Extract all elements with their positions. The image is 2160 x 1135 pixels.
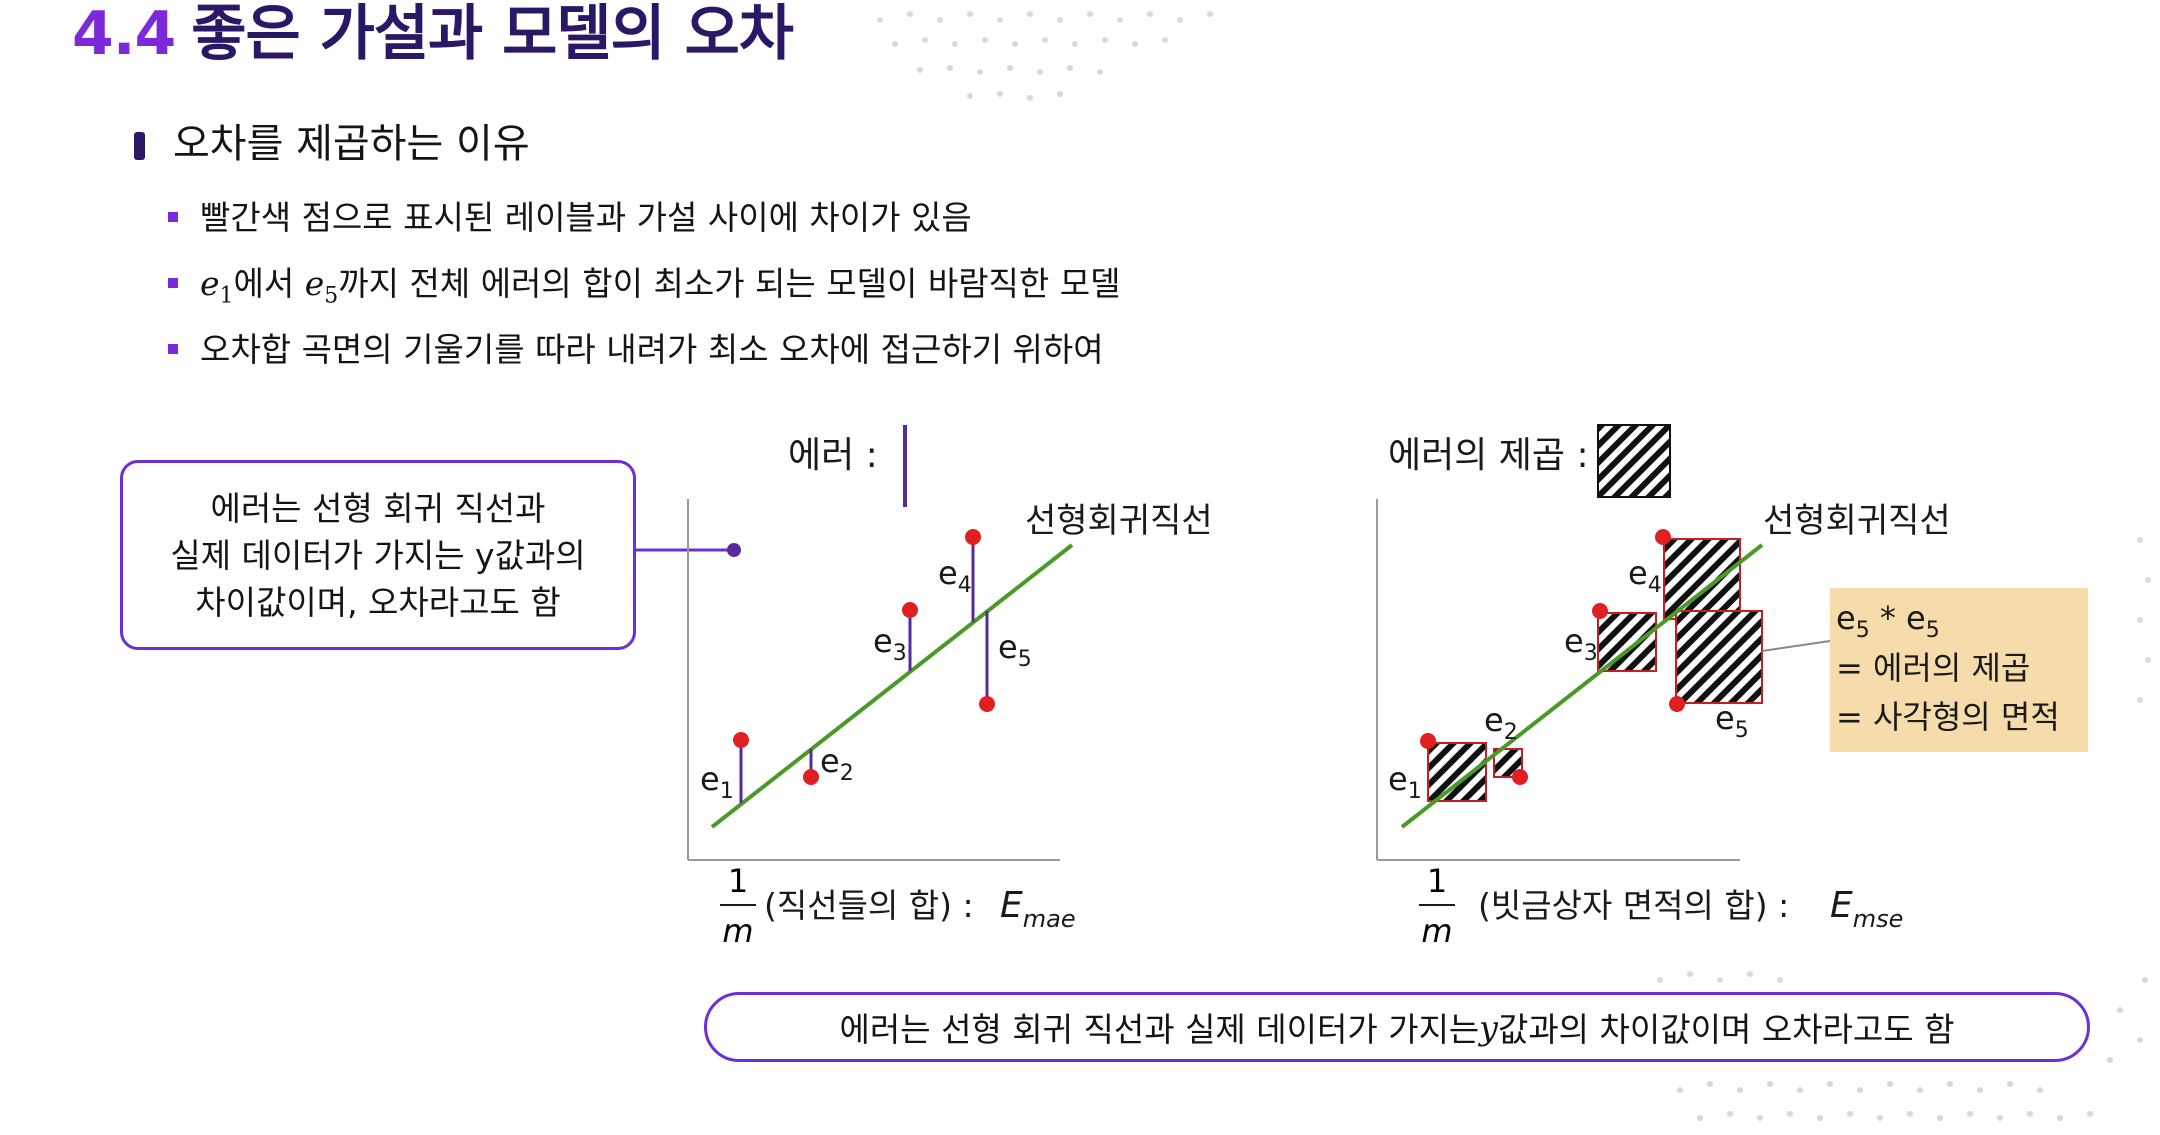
right-label-e4: e4	[1628, 554, 1662, 598]
right-square-e4	[1663, 538, 1741, 620]
math-e1: e1	[200, 264, 234, 309]
error-definition-callout: 에러는 선형 회귀 직선과 실제 데이터가 가지는 y값과의 차이값이며, 오차…	[120, 460, 636, 650]
right-formula: 1 m (빗금상자 면적의 합) : Emse	[1419, 862, 1903, 950]
note-line-1: e5 * e5	[1836, 599, 1940, 643]
right-point-e1	[1420, 733, 1436, 749]
bullet-text-1: 빨간색 점으로 표시된 레이블과 가설 사이에 차이가 있음	[200, 198, 972, 237]
right-legend-label: 에러의 제곱 :	[1388, 435, 1589, 476]
left-point-e5	[979, 696, 995, 712]
bullet-square-icon	[168, 212, 178, 222]
left-label-e4: e4	[938, 554, 972, 598]
right-plot-mse: 에러의 제곱 : 선형회귀직선 e1 e2 e3 e4 e5 e5 * e5 =…	[1376, 424, 2088, 950]
section-heading-text: 오차를 제곱하는 이유	[173, 121, 530, 167]
right-square-e5	[1675, 610, 1763, 704]
bullet-item-3: 오차합 곡면의 기울기를 따라 내려가 최소 오차에 접근하기 위하여	[168, 328, 1104, 372]
bullet-item-2: e1에서 e5까지 전체 에러의 합이 최소가 되는 모델이 바람직한 모델	[168, 262, 1120, 319]
right-label-e2: e2	[1484, 701, 1518, 745]
bullet-text-3: 오차합 곡면의 기울기를 따라 내려가 최소 오차에 접근하기 위하여	[200, 330, 1104, 369]
left-label-e1: e1	[700, 760, 734, 804]
section-number: 4.4	[72, 0, 176, 69]
callout-line-1: 에러는 선형 회귀 직선과	[210, 488, 546, 528]
right-legend-hatched-square	[1597, 424, 1671, 498]
left-line-label: 선형회귀직선	[1025, 501, 1213, 541]
right-square-e1	[1427, 742, 1487, 802]
section-heading: 오차를 제곱하는 이유	[134, 118, 530, 170]
right-point-e3	[1592, 603, 1608, 619]
note-connector	[1761, 640, 1831, 652]
left-regression-line	[710, 543, 1074, 829]
svg-text:m: m	[722, 912, 753, 950]
left-point-e2	[803, 769, 819, 785]
svg-text:m: m	[1421, 912, 1452, 950]
title-text: 좋은 가설과 모델의 오차	[191, 0, 794, 69]
right-regression-line	[1400, 543, 1764, 829]
heading-marker	[134, 132, 145, 160]
svg-text:1: 1	[1427, 862, 1447, 900]
summary-box: 에러는 선형 회귀 직선과 실제 데이터가 가지는 y 값과의 차이값이며 오차라…	[704, 992, 2090, 1062]
right-point-e5	[1669, 696, 1685, 712]
left-legend-label: 에러 :	[788, 435, 878, 476]
left-label-e2: e2	[820, 742, 854, 786]
svg-text:1: 1	[728, 862, 748, 900]
bullet-text-2a: 에서	[233, 264, 305, 303]
left-label-e5: e5	[998, 628, 1032, 672]
right-point-e2	[1512, 769, 1528, 785]
svg-text:(빗금상자 면적의 합) :: (빗금상자 면적의 합) :	[1478, 886, 1789, 925]
note-box	[1830, 588, 2088, 752]
note-line-2: = 에러의 제곱	[1836, 649, 2030, 687]
right-label-e5: e5	[1715, 699, 1749, 743]
right-square-e3	[1597, 612, 1657, 672]
bullet-item-1: 빨간색 점으로 표시된 레이블과 가설 사이에 차이가 있음	[168, 196, 972, 240]
svg-text:Emae: Emae	[1000, 885, 1076, 933]
note-line-3: = 사각형의 면적	[1836, 698, 2060, 736]
bullet-text-2b: 까지 전체 에러의 합이 최소가 되는 모델이 바람직한 모델	[338, 264, 1121, 303]
left-formula: 1 m (직선들의 합) : Emae	[720, 862, 1076, 950]
left-point-e1	[733, 732, 749, 748]
math-e5: e5	[304, 264, 339, 309]
left-plot-mae: 에러 : 선형회귀직선 e1 e2 e3 e4 e5 1 m (직선들의 합) …	[687, 425, 1213, 950]
callout-line-2: 실제 데이터가 가지는 y값과의	[170, 535, 586, 575]
right-label-e1: e1	[1388, 760, 1422, 804]
svg-text:(직선들의 합) :: (직선들의 합) :	[764, 886, 974, 925]
right-line-label: 선형회귀직선	[1763, 501, 1951, 541]
right-point-e4	[1655, 529, 1671, 545]
left-point-e4	[965, 529, 981, 545]
bullet-square-icon	[168, 278, 178, 288]
left-point-e3	[902, 602, 918, 618]
callout-connector	[636, 543, 741, 557]
summary-math-y: y	[1479, 1007, 1498, 1047]
summary-text-a: 에러는 선형 회귀 직선과 실제 데이터가 가지는	[839, 1010, 1480, 1049]
page-title: 4.4 좋은 가설과 모델의 오차	[72, 0, 794, 69]
bullet-square-icon	[168, 344, 178, 354]
decorative-dots-right	[2137, 537, 2151, 703]
right-label-e3: e3	[1564, 622, 1598, 666]
decorative-dots-bottom	[1657, 971, 2148, 1121]
svg-text:Emse: Emse	[1830, 885, 1903, 933]
decorative-dots-top	[877, 11, 1213, 101]
callout-line-3: 차이값이며, 오차라고도 함	[195, 582, 561, 622]
left-label-e3: e3	[873, 622, 907, 666]
summary-text-b: 값과의 차이값이며 오차라고도 함	[1497, 1010, 1955, 1049]
